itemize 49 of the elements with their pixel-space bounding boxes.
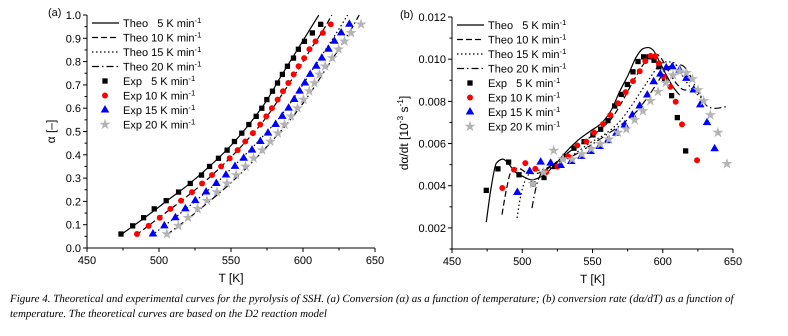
legend-label: Exp 15 K min$^{-1}$ xyxy=(123,102,196,117)
legend-label: Theo 10 K min$^{-1}$ xyxy=(488,32,566,46)
x-tick-label: 650 xyxy=(366,255,384,267)
x-tick-label: 550 xyxy=(583,256,602,268)
y-tick-label: 0.010 xyxy=(418,54,446,66)
y-tick-label: 0.006 xyxy=(418,138,446,151)
legend-label: Exp 15 K min$^{-1}$ xyxy=(488,104,560,119)
chart-title: (a) xyxy=(48,7,62,19)
y-tick-label: 1.0 xyxy=(66,10,81,22)
caption: Figure 4. Theoretical and experimental curves for the pyrolysis of SSH. (a) Conversion (α) as a function of temperature; (b) conversion rate (dα/dT) as a function of temperature. The theoretical curves are based on the D2 reaction model xyxy=(10,292,736,322)
legend-label: Exp 10 K min$^{-1}$ xyxy=(123,88,196,102)
x-tick-label: 500 xyxy=(150,255,168,267)
x-axis-title: T [K] xyxy=(580,272,606,286)
x-tick-label: 450 xyxy=(78,255,96,267)
legend-label: Exp 5 K min$^{-1}$ xyxy=(123,74,196,88)
legend-label: Exp 20 K min$^{-1}$ xyxy=(488,119,560,134)
legend-label: Theo 20 K min$^{-1}$ xyxy=(488,61,566,76)
y-tick-label: 0.002 xyxy=(418,222,446,235)
y-tick-label: 0.0 xyxy=(66,243,81,255)
y-tick-label: 0.4 xyxy=(66,150,81,162)
y-tick-label: 0.9 xyxy=(66,33,81,46)
x-tick-label: 450 xyxy=(442,256,462,268)
y-tick-label: 0.6 xyxy=(66,103,81,116)
y-tick-label: 0.5 xyxy=(66,126,81,138)
legend-label: Theo 15 K min$^{-1}$ xyxy=(488,46,566,61)
legend-label: Theo 5 K min$^{-1}$ xyxy=(123,16,202,30)
y-tick-label: 0.8 xyxy=(66,56,81,69)
x-axis-title: T [K] xyxy=(218,271,244,285)
x-tick-label: 550 xyxy=(222,255,240,267)
legend-label: Exp 5 K min$^{-1}$ xyxy=(488,76,560,90)
legend-label: Theo 10 K min$^{-1}$ xyxy=(123,30,202,44)
x-tick-label: 650 xyxy=(724,256,742,268)
legend-label: Exp 10 K min$^{-1}$ xyxy=(488,90,560,104)
y-axis-title: α [–] xyxy=(44,120,58,144)
legend-label: Theo 5 K min$^{-1}$ xyxy=(488,18,566,32)
y-tick-label: 0.008 xyxy=(418,96,446,108)
x-tick-label: 500 xyxy=(513,256,532,268)
y-tick-label: 0.1 xyxy=(66,220,81,232)
y-tick-label: 0.3 xyxy=(66,173,81,186)
legend-label: Theo 15 K min$^{-1}$ xyxy=(123,44,202,59)
x-tick-label: 600 xyxy=(294,255,312,267)
y-tick-label: 0.012 xyxy=(418,12,446,24)
y-tick-label: 0.2 xyxy=(66,196,81,208)
y-tick-label: 0.7 xyxy=(66,80,81,92)
y-tick-label: 0.004 xyxy=(418,180,446,193)
legend-label: Theo 20 K min$^{-1}$ xyxy=(123,59,202,74)
x-tick-label: 600 xyxy=(654,256,672,268)
legend-label: Exp 20 K min$^{-1}$ xyxy=(123,117,196,132)
chart-title: (b) xyxy=(400,9,414,21)
